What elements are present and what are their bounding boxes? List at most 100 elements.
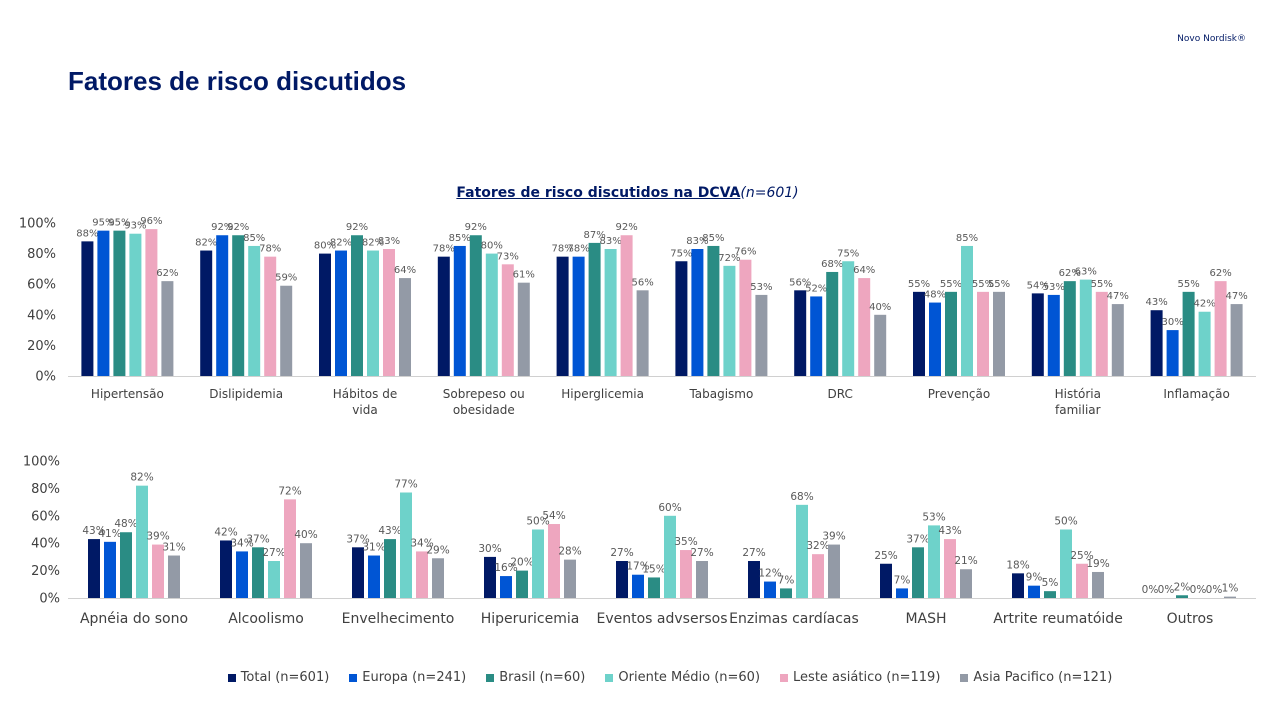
bar — [1031, 293, 1044, 376]
legend-item-brasil: Brasil (n=60) — [486, 670, 585, 685]
legend-label: Oriente Médio (n=60) — [618, 670, 761, 685]
data-label: 25% — [1070, 550, 1093, 562]
category-label-line: Envelhecimento — [342, 611, 455, 627]
data-label: 62% — [1209, 268, 1231, 279]
bar — [620, 235, 633, 376]
data-label: 85% — [243, 233, 265, 244]
bar — [264, 256, 277, 376]
data-label: 61% — [513, 270, 535, 281]
data-label: 0% — [1190, 584, 1207, 596]
data-label: 27% — [690, 547, 713, 559]
y-tick-label: 40% — [31, 537, 60, 552]
category-label-line: DRC — [828, 387, 853, 401]
bar — [1063, 281, 1076, 376]
bar — [335, 250, 347, 376]
bar — [993, 291, 1005, 376]
data-label: 83% — [686, 236, 708, 247]
bar — [826, 271, 839, 376]
category-label-line: Hiperglicemia — [561, 387, 644, 401]
page-title: Fatores de risco discutidos — [68, 66, 407, 96]
bar — [928, 525, 940, 598]
bar — [675, 261, 688, 376]
y-tick-label: 40% — [27, 308, 56, 323]
y-tick-label: 20% — [31, 564, 60, 579]
data-label: 62% — [1059, 268, 1081, 279]
legend-item-asia-pacifico: Asia Pacifico (n=121) — [960, 670, 1112, 685]
data-label: 18% — [1006, 559, 1029, 571]
data-label: 75% — [670, 248, 692, 259]
bar — [896, 588, 908, 598]
data-label: 64% — [853, 265, 875, 276]
chart-legend: Total (n=601) Europa (n=241) Brasil (n=6… — [0, 670, 1280, 685]
bar — [168, 555, 180, 598]
data-label: 37% — [246, 533, 269, 545]
data-label: 92% — [615, 222, 637, 233]
bar — [416, 551, 428, 598]
bar — [680, 550, 692, 598]
bar — [453, 245, 466, 376]
category-label-line: Alcoolismo — [228, 611, 304, 627]
category-label-line: Prevenção — [928, 387, 990, 401]
bar — [977, 291, 989, 376]
y-tick-label: 100% — [23, 455, 60, 470]
data-label: 85% — [449, 233, 471, 244]
bar — [104, 541, 116, 598]
bar — [1150, 310, 1163, 376]
data-label: 1% — [1222, 583, 1239, 595]
bar — [707, 245, 720, 376]
data-label: 53% — [922, 511, 945, 523]
data-label: 2% — [1174, 581, 1191, 593]
data-label: 80% — [314, 241, 336, 252]
category-label: Tabagismo — [688, 387, 753, 401]
legend-swatch — [605, 673, 614, 682]
category-label-line: Tabagismo — [688, 387, 753, 401]
category-label: Sobrepeso ou obesidade — [443, 387, 525, 417]
data-label: 27% — [610, 547, 633, 559]
category-label: Hábitos de vida — [333, 387, 397, 417]
data-label: 85% — [702, 233, 724, 244]
bar — [485, 253, 498, 376]
bar — [384, 539, 396, 598]
data-label: 15% — [642, 563, 665, 575]
bar — [248, 245, 261, 376]
bar — [236, 551, 248, 598]
bar — [755, 294, 768, 376]
bar — [913, 291, 925, 376]
bar — [516, 570, 528, 598]
bar — [532, 529, 544, 598]
data-label: 52% — [805, 283, 827, 294]
data-label: 39% — [822, 531, 845, 543]
category-label-line: Hábitos de — [333, 387, 397, 401]
data-label: 73% — [497, 251, 519, 262]
chart-subtitle: Fatores de risco discutidos na DCVA(n=60… — [0, 185, 1255, 201]
data-label: 50% — [1054, 516, 1077, 528]
bar — [1079, 279, 1092, 376]
category-label-line: Eventos advsersos — [597, 611, 728, 627]
legend-label: Europa (n=241) — [362, 670, 467, 685]
data-label: 55% — [908, 279, 930, 290]
data-label: 68% — [790, 491, 813, 503]
category-label: Alcoolismo — [228, 611, 304, 627]
data-label: 55% — [1177, 279, 1199, 290]
category-label: Hiperglicemia — [561, 387, 644, 401]
bar — [1198, 311, 1211, 376]
bar — [517, 282, 530, 376]
category-label-line: vida — [352, 403, 377, 417]
data-label: 17% — [626, 561, 649, 573]
data-label: 93% — [124, 221, 146, 232]
bar — [216, 235, 229, 376]
data-label: 40% — [869, 302, 891, 313]
data-label: 35% — [674, 536, 697, 548]
data-label: 85% — [956, 233, 978, 244]
data-label: 43% — [1145, 297, 1167, 308]
data-label: 21% — [954, 555, 977, 567]
bar — [1166, 330, 1179, 376]
data-label: 7% — [778, 574, 795, 586]
category-label-line: obesidade — [453, 403, 515, 417]
data-label: 96% — [140, 216, 162, 227]
data-label: 95% — [108, 218, 130, 229]
legend-swatch — [349, 673, 358, 682]
data-label: 82% — [330, 238, 352, 249]
data-label: 0% — [1142, 584, 1159, 596]
data-label: 82% — [362, 238, 384, 249]
